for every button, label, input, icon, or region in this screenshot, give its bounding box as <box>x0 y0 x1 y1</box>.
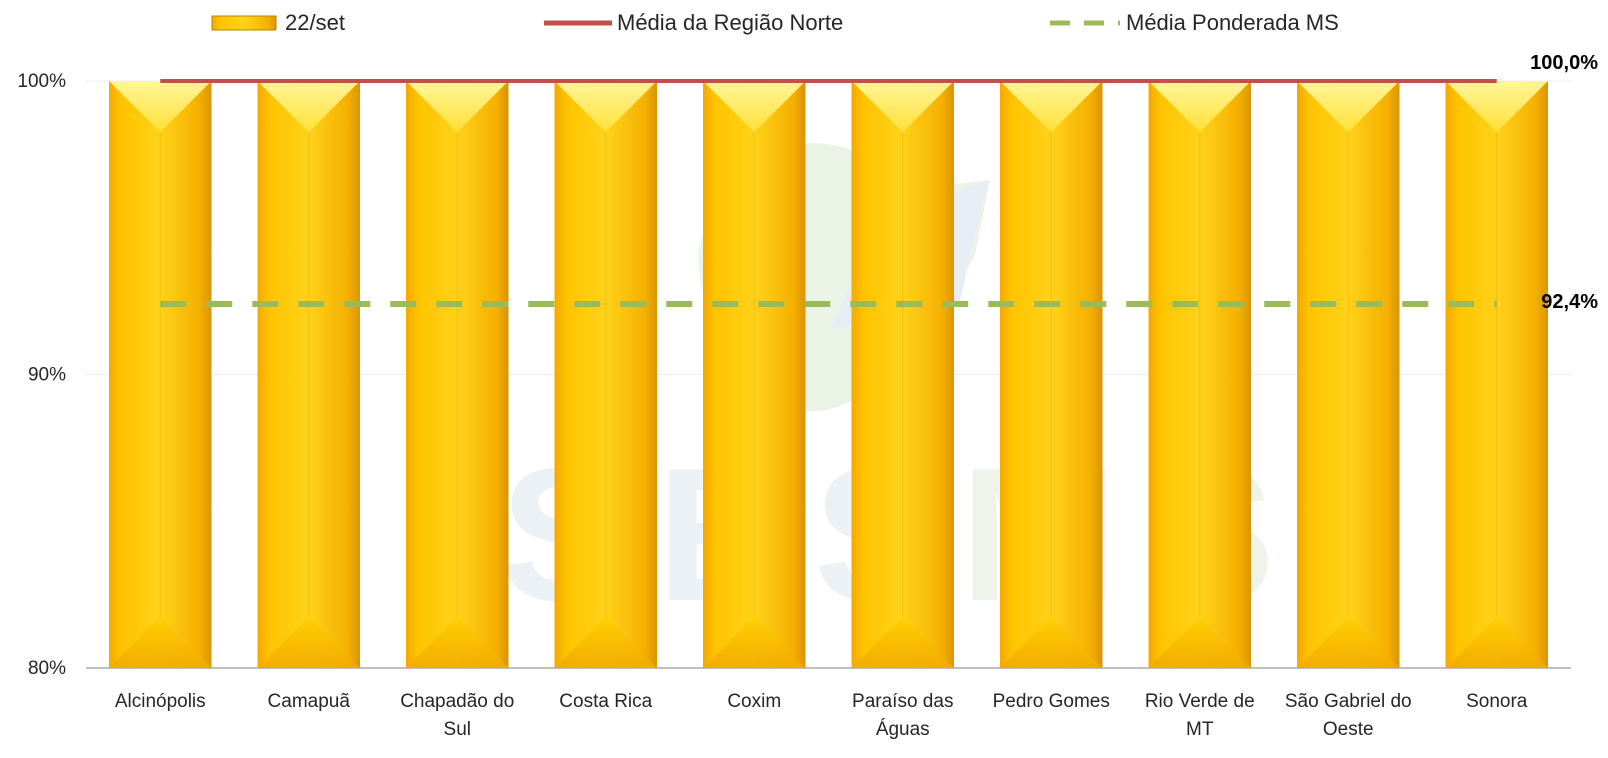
bar <box>851 81 954 668</box>
legend-item-ponderada-ms: Média Ponderada MS <box>1050 10 1339 35</box>
bar <box>1148 81 1251 668</box>
bar-bevel-top <box>406 81 509 133</box>
bar-bevel-bottom <box>406 616 509 668</box>
x-tick-label: Rio Verde de <box>1145 691 1255 712</box>
x-tick-label: Águas <box>876 719 930 740</box>
x-tick-label: Camapuã <box>268 691 351 712</box>
reference-lines: 100,0% 92,4% <box>160 52 1598 313</box>
bar-bevel-top <box>851 81 954 133</box>
x-tick-label: Sul <box>444 719 471 740</box>
bar <box>1445 81 1548 668</box>
x-tick-label: Alcinópolis <box>115 691 206 712</box>
x-tick-label: Sonora <box>1466 691 1528 712</box>
y-tick-label: 90% <box>28 365 66 386</box>
legend-item-bars: 22/set <box>211 10 345 35</box>
x-tick-label: Costa Rica <box>559 691 652 712</box>
x-tick-label: Oeste <box>1323 719 1374 740</box>
y-tick-label: 80% <box>28 658 66 679</box>
bar-bevel-bottom <box>1445 616 1548 668</box>
bar <box>703 81 806 668</box>
x-tick-label: Chapadão do <box>400 691 514 712</box>
legend-label-regiao-norte: Média da Região Norte <box>617 10 843 35</box>
legend: 22/set Média da Região Norte Média Ponde… <box>211 10 1339 35</box>
x-axis: Alcinópolis Camapuã Chapadão do Sul Costa Ri… <box>115 691 1528 740</box>
bar-bevel-bottom <box>1297 616 1400 668</box>
bar <box>1297 81 1400 668</box>
legend-swatch-bars <box>211 15 277 31</box>
bar-bevel-top <box>1148 81 1251 133</box>
ponderada-ms-label: 92,4% <box>1541 291 1598 313</box>
bar-bevel-top <box>703 81 806 133</box>
bar-bevel-top <box>1445 81 1548 133</box>
x-tick-label: Pedro Gomes <box>993 691 1110 712</box>
bars <box>109 81 1548 668</box>
bar <box>406 81 509 668</box>
bar-bevel-top <box>554 81 657 133</box>
regiao-norte-label: 100,0% <box>1530 52 1598 74</box>
bar-bevel-bottom <box>1000 616 1103 668</box>
bar-bevel-top <box>1297 81 1400 133</box>
legend-item-regiao-norte: Média da Região Norte <box>544 10 843 35</box>
bar-bevel-bottom <box>109 616 212 668</box>
bar <box>554 81 657 668</box>
bar-bevel-bottom <box>554 616 657 668</box>
bar <box>109 81 212 668</box>
y-axis: 80% 90% 100% <box>17 71 66 679</box>
legend-label-ponderada-ms: Média Ponderada MS <box>1126 10 1339 35</box>
bar-bevel-bottom <box>1148 616 1251 668</box>
bar-bevel-bottom <box>703 616 806 668</box>
x-tick-label: São Gabriel do <box>1285 691 1412 712</box>
x-tick-label: MT <box>1186 719 1214 740</box>
legend-label-bars: 22/set <box>285 10 345 35</box>
bar-bevel-top <box>109 81 212 133</box>
bar <box>1000 81 1103 668</box>
bar-bevel-bottom <box>851 616 954 668</box>
bar-bevel-bottom <box>257 616 360 668</box>
bar-bevel-top <box>257 81 360 133</box>
x-tick-label: Paraíso das <box>852 691 953 712</box>
x-tick-label: Coxim <box>727 691 781 712</box>
bar <box>257 81 360 668</box>
bar-bevel-top <box>1000 81 1103 133</box>
y-tick-label: 100% <box>17 71 66 92</box>
